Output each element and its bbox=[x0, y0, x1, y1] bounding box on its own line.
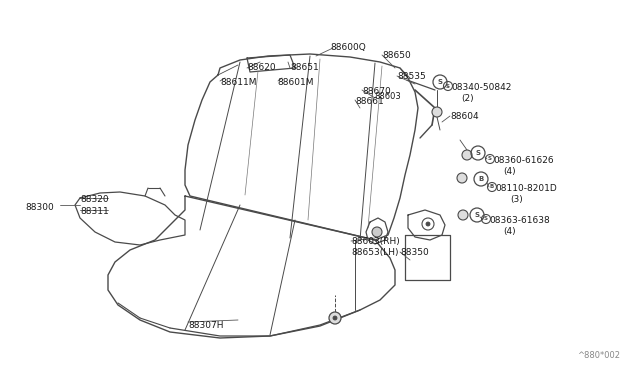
Text: 88307H: 88307H bbox=[188, 321, 223, 330]
Circle shape bbox=[462, 150, 472, 160]
Text: (4): (4) bbox=[503, 167, 516, 176]
Text: (2): (2) bbox=[461, 94, 474, 103]
Circle shape bbox=[432, 107, 442, 117]
Text: 88611M: 88611M bbox=[220, 78, 257, 87]
Text: 08360-61626: 08360-61626 bbox=[493, 156, 554, 165]
Text: 88603: 88603 bbox=[374, 92, 401, 101]
Text: 88661: 88661 bbox=[355, 97, 384, 106]
Text: S: S bbox=[438, 79, 442, 85]
Circle shape bbox=[457, 173, 467, 183]
Circle shape bbox=[458, 210, 468, 220]
Text: 88601M: 88601M bbox=[277, 78, 314, 87]
Text: 88320: 88320 bbox=[80, 195, 109, 204]
Text: B: B bbox=[478, 176, 484, 182]
Text: 08110-8201D: 08110-8201D bbox=[495, 184, 557, 193]
Text: S: S bbox=[446, 83, 450, 89]
Text: 88670: 88670 bbox=[362, 87, 391, 96]
Text: 88651: 88651 bbox=[290, 63, 319, 72]
Circle shape bbox=[329, 312, 341, 324]
Text: 88350: 88350 bbox=[400, 248, 429, 257]
Text: (3): (3) bbox=[510, 195, 523, 204]
Text: 08340-50842: 08340-50842 bbox=[451, 83, 511, 92]
Text: 08363-61638: 08363-61638 bbox=[489, 216, 550, 225]
Text: 88603(RH): 88603(RH) bbox=[351, 237, 400, 246]
Text: ^880*002: ^880*002 bbox=[577, 351, 620, 360]
Text: (4): (4) bbox=[503, 227, 516, 236]
Text: 88653(LH): 88653(LH) bbox=[351, 248, 399, 257]
Text: 88600Q: 88600Q bbox=[330, 43, 365, 52]
Text: S: S bbox=[474, 212, 479, 218]
Text: 88311: 88311 bbox=[80, 207, 109, 216]
Text: 88535: 88535 bbox=[397, 72, 426, 81]
Text: S: S bbox=[484, 217, 488, 221]
Circle shape bbox=[372, 227, 382, 237]
Text: B: B bbox=[490, 185, 494, 189]
Text: 88604: 88604 bbox=[450, 112, 479, 121]
Circle shape bbox=[333, 316, 337, 320]
Circle shape bbox=[426, 222, 430, 226]
Text: 88300: 88300 bbox=[25, 203, 54, 212]
Text: S: S bbox=[476, 150, 481, 156]
Text: 88650: 88650 bbox=[382, 51, 411, 60]
Text: S: S bbox=[488, 157, 492, 161]
Text: 88620: 88620 bbox=[247, 63, 276, 72]
